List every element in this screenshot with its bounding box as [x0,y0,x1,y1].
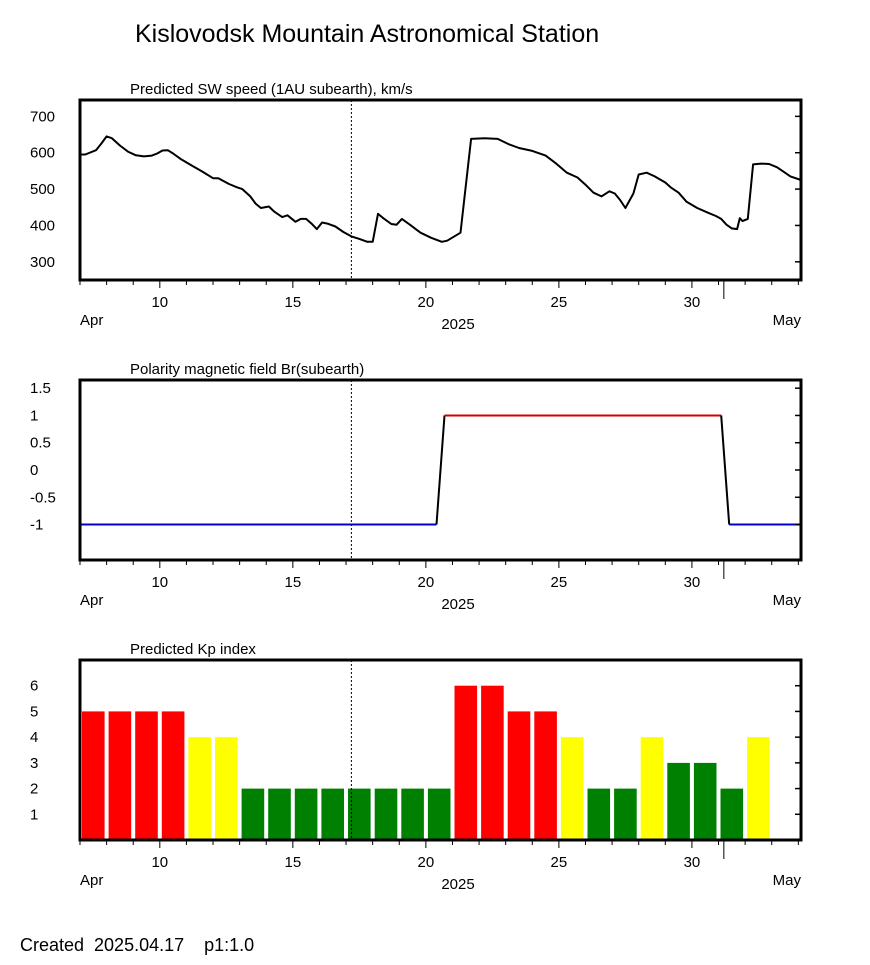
y-tick-label: 6 [30,678,38,695]
kp-bar [587,788,611,840]
x-tick-label: 10 [151,854,168,871]
kp-bar [747,737,770,840]
kp-bar [401,788,424,840]
y-tick-label: 4 [30,729,38,746]
x-month-start-label: Apr [80,592,103,609]
y-tick-label: 400 [30,217,55,234]
x-tick-label: 30 [684,294,701,311]
y-tick-label: 1 [30,407,38,424]
polarity-segment [435,415,446,525]
x-month-end-label: May [773,872,802,889]
kp-bar [215,737,238,840]
kp-bar [321,788,344,840]
x-tick-label: 25 [551,294,568,311]
chart-main-title: Kislovodsk Mountain Astronomical Station [135,20,600,48]
y-tick-label: 700 [30,108,55,125]
polarity-segment [720,415,731,525]
kp-bar [161,711,185,840]
y-tick-label: 3 [30,755,38,772]
kp-bar [108,711,132,840]
x-tick-label: 30 [684,574,701,591]
panel-title: Predicted Kp index [130,641,256,658]
x-tick-label: 15 [284,294,301,311]
y-tick-label: 0 [30,462,38,479]
y-tick-label: 5 [30,703,38,720]
kp-bar [188,737,211,840]
panel-title: Predicted SW speed (1AU subearth), km/s [130,81,413,98]
kp-bar [720,788,744,840]
sw-speed-line [80,135,802,243]
y-tick-label: 1 [30,806,38,823]
kp-bar [534,711,557,840]
y-tick-label: -1 [30,517,43,534]
x-year-label: 2025 [441,876,474,893]
kp-bar [614,788,637,840]
x-month-start-label: Apr [80,312,103,329]
kp-bar [640,737,664,840]
x-year-label: 2025 [441,316,474,333]
kp-bar [241,788,265,840]
x-year-label: 2025 [441,596,474,613]
y-tick-label: 1.5 [30,380,51,397]
x-tick-label: 20 [418,294,435,311]
panel-title: Polarity magnetic field Br(subearth) [130,361,364,378]
y-tick-label: -0.5 [30,489,56,506]
kp-bar [667,762,690,840]
kp-bar [294,788,318,840]
plot-frame [78,658,803,842]
x-tick-label: 10 [151,294,168,311]
x-month-end-label: May [773,312,802,329]
kp-bar [135,711,158,840]
creation-footer: Created 2025.04.17 p1:1.0 [20,935,255,955]
chart-panel-1: Predicted SW speed (1AU subearth), km/s 3… [30,81,803,333]
y-tick-label: 500 [30,181,55,198]
x-tick-label: 25 [551,854,568,871]
kp-bar [507,711,531,840]
y-tick-label: 0.5 [30,435,51,452]
kp-bar [348,788,371,840]
x-month-end-label: May [773,592,802,609]
x-tick-label: 15 [284,854,301,871]
y-tick-label: 300 [30,254,55,271]
kp-bar [693,762,717,840]
kp-bar [454,685,478,840]
x-tick-label: 20 [418,854,435,871]
kp-bar [268,788,291,840]
y-tick-label: 2 [30,781,38,798]
kp-bar [82,711,105,840]
y-tick-label: 600 [30,145,55,162]
x-tick-label: 15 [284,574,301,591]
kp-bar [481,685,504,840]
chart-panel-2: Polarity magnetic field Br(subearth) -1 -0… [30,361,803,613]
kp-bar [374,788,398,840]
kp-bar [427,788,451,840]
x-tick-label: 30 [684,854,701,871]
x-month-start-label: Apr [80,872,103,889]
x-tick-label: 25 [551,574,568,591]
plot-frame [78,98,803,282]
x-tick-label: 10 [151,574,168,591]
kp-bar [560,737,584,840]
x-tick-label: 20 [418,574,435,591]
